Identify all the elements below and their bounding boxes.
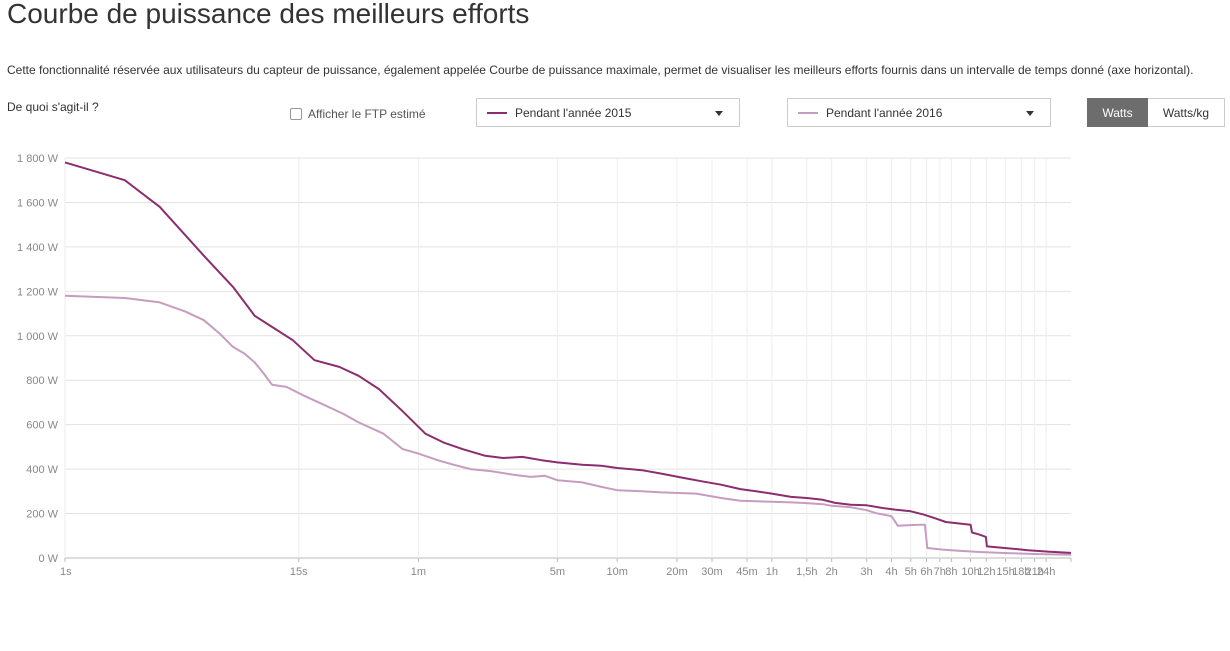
y-tick-label: 200 W [26, 509, 58, 521]
chart-series [64, 161, 1072, 556]
series-line-1 [64, 294, 1072, 556]
x-tick-label: 1s [60, 566, 72, 578]
y-axis: 0 W 200 W 400 W 600 W 800 W 1 000 W 1 200 W 1 4… [17, 153, 59, 565]
y-tick-label: 600 W [26, 420, 58, 432]
period-select-2016[interactable]: Pendant l'année 2016 [787, 98, 1051, 127]
unit-toggle: Watts Watts/kg [1087, 98, 1225, 127]
series-line-0 [64, 161, 1072, 554]
caret-down-icon [1026, 111, 1034, 116]
y-tick-label: 0 W [38, 553, 58, 565]
x-tick-label: 12h [977, 566, 995, 578]
x-tick-label: 5h [905, 566, 917, 578]
x-tick-label: 45m [736, 566, 757, 578]
x-tick-label: 30m [701, 566, 722, 578]
unit-watts-button[interactable]: Watts [1087, 98, 1148, 127]
x-tick-label: 5m [550, 566, 565, 578]
period-select-2015[interactable]: Pendant l'année 2015 [476, 98, 740, 127]
feature-description: Cette fonctionnalité réservée aux utilis… [7, 63, 1194, 77]
x-tick-label: 10h [961, 566, 979, 578]
ftp-checkbox[interactable]: Afficher le FTP estimé [290, 107, 426, 121]
y-tick-label: 1 200 W [17, 286, 59, 298]
x-tick-label: 7h [934, 566, 946, 578]
period-select-2015-label: Pendant l'année 2015 [515, 105, 632, 120]
caret-down-icon [715, 111, 723, 116]
x-tick-label: 24h [1037, 566, 1055, 578]
x-tick-label: 21h [1025, 566, 1043, 578]
x-tick-label: 1m [411, 566, 426, 578]
x-tick-label: 3h [861, 566, 873, 578]
x-axis: 1s 15s 1m 5m 10m 20m 30m 45m 1h 1,5h 2h 3h 4h 5h 6h 7h 8… [60, 558, 1072, 578]
x-tick-label: 1,5h [796, 566, 817, 578]
ftp-checkbox-label: Afficher le FTP estimé [308, 107, 426, 121]
help-link[interactable]: De quoi s'agit-il ? [7, 100, 99, 114]
x-tick-label: 2h [826, 566, 838, 578]
x-tick-label: 6h [920, 566, 932, 578]
y-tick-label: 1 800 W [17, 153, 59, 165]
series-swatch-2016 [798, 111, 818, 114]
x-tick-label: 18h [1012, 566, 1030, 578]
x-tick-label: 15h [996, 566, 1014, 578]
x-tick-label: 8h [945, 566, 957, 578]
x-tick-label: 20m [666, 566, 687, 578]
x-tick-label: 15s [290, 566, 308, 578]
y-tick-label: 1 000 W [17, 331, 59, 343]
period-select-2016-label: Pendant l'année 2016 [826, 105, 943, 120]
y-tick-label: 400 W [26, 464, 58, 476]
unit-watts-per-kg-button[interactable]: Watts/kg [1148, 98, 1225, 127]
checkbox-icon[interactable] [290, 108, 302, 120]
x-tick-label: 4h [885, 566, 897, 578]
y-tick-label: 1 400 W [17, 242, 59, 254]
chart-grid [64, 157, 1071, 559]
x-tick-label: 1h [766, 566, 778, 578]
y-tick-label: 800 W [26, 375, 58, 387]
series-swatch-2015 [487, 111, 507, 114]
x-tick-label: 10m [606, 566, 627, 578]
power-curve-chart: 0 W 200 W 400 W 600 W 800 W 1 000 W 1 200 W 1 4… [17, 153, 1072, 578]
y-tick-label: 1 600 W [17, 197, 59, 209]
page-title: Courbe de puissance des meilleurs effort… [7, 0, 530, 29]
